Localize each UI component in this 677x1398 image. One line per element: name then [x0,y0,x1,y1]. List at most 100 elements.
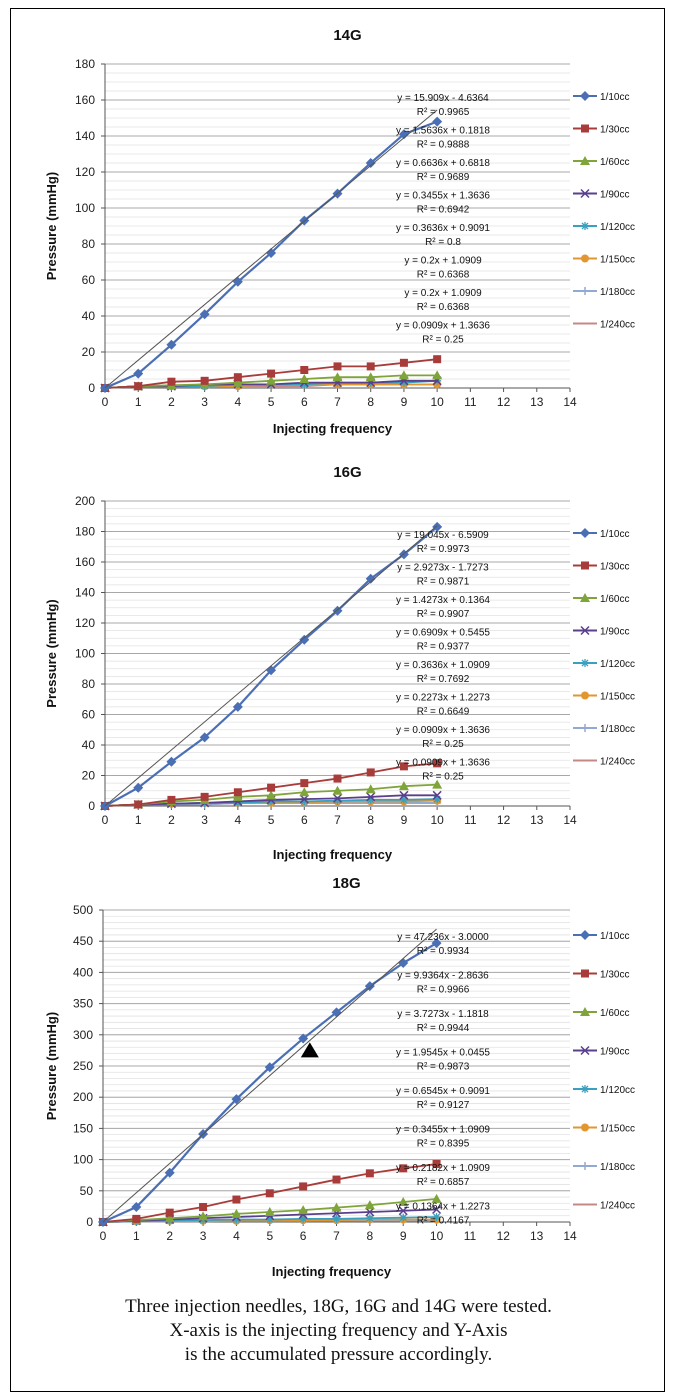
data-point [232,377,243,387]
data-point [299,794,309,804]
r-squared-label: R² = 0.6857 [417,1177,470,1188]
legend-marker [581,659,589,667]
x-tick-label: 6 [301,395,308,409]
legend-entry: 1/180cc [573,724,635,735]
data-point [133,368,144,379]
legend-label: 1/60cc [600,594,629,605]
legend-marker [580,625,590,636]
y-tick-label: 60 [82,708,96,722]
data-point [267,797,276,806]
legend-marker [581,287,589,295]
data-point [298,1033,309,1044]
data-point [432,370,443,380]
data-point [264,1062,275,1073]
legend-marker [581,222,589,230]
data-point [399,378,408,387]
legend-entry: 1/10cc [573,930,629,942]
legend-label: 1/90cc [600,627,629,638]
r-squared-label: R² = 0.9127 [417,1100,470,1111]
legend-label: 1/60cc [600,157,629,168]
data-point [266,375,277,385]
data-point [433,759,442,768]
data-point [198,1211,209,1221]
legend-marker [580,156,590,165]
data-point [300,380,309,389]
x-tick-label: 7 [334,395,341,409]
r-squared-label: R² = 0.9689 [417,172,470,183]
data-point [432,779,443,789]
caption-line-2: X-axis is the injecting frequency and Y-… [169,1320,508,1341]
x-tick-label: 10 [430,395,444,409]
r-squared-label: R² = 0.25 [422,335,464,346]
data-point [399,790,409,800]
data-point [232,791,243,801]
trend-equation: y = 1.5636x + 0.1818 [396,126,490,137]
legend-label: 1/150cc [600,255,635,266]
data-point [199,309,210,320]
trend-equation: y = 0.3636x + 1.0909 [396,660,490,671]
legend-label: 1/10cc [600,92,629,103]
legend-label: 1/10cc [600,931,629,942]
trend-equation: y = 0.2273x + 1.2273 [396,693,490,704]
r-squared-label: R² = 0.9888 [417,140,470,151]
data-point [365,158,376,168]
y-tick-label: 100 [75,647,95,661]
legend-entry: 1/10cc [573,91,629,103]
x-tick-label: 13 [530,395,544,409]
trend-equation: y = 0.6545x + 0.9091 [396,1086,490,1097]
data-point [299,374,310,383]
x-tick-label: 1 [135,813,142,827]
y-tick-label: 100 [75,201,95,215]
legend-marker [581,1085,589,1093]
series-1-30cc [99,1159,441,1226]
trend-equation: y = 0.6636x + 0.6818 [396,158,490,169]
x-tick-label: 2 [166,1229,173,1243]
y-tick-label: 180 [75,57,95,71]
r-squared-label: R² = 0.9907 [417,609,470,620]
r-squared-label: R² = 0.9973 [417,544,470,555]
data-point [166,339,177,350]
data-point [331,1202,342,1212]
x-tick-label: 6 [300,1229,307,1243]
trend-equation: y = 0.6909x + 0.5455 [396,628,490,639]
x-tick-label: 3 [201,395,208,409]
x-tick-label: 10 [430,1229,444,1243]
major-grid [105,63,570,389]
legend-entry: 1/150cc [573,254,635,266]
data-point [366,362,375,371]
legend-entry: 1/60cc [573,1007,629,1019]
legend-label: 1/150cc [600,692,635,703]
trend-equation: y = 0.1364x + 1.2273 [396,1202,490,1213]
r-squared-label: R² = 0.8 [425,237,461,248]
r-squared-label: R² = 0.6368 [417,270,470,281]
data-point [332,1175,341,1184]
r-squared-label: R² = 0.9377 [417,642,470,653]
x-tick-label: 9 [401,813,408,827]
data-point [299,634,310,645]
legend-marker [581,561,589,570]
data-point [431,938,442,949]
r-squared-label: R² = 0.9965 [417,107,470,118]
data-point [232,701,243,712]
y-tick-label: 200 [75,494,95,508]
r-squared-label: R² = 0.9934 [417,946,470,957]
data-point [199,1203,208,1212]
data-point [233,798,242,807]
y-tick-label: 500 [73,903,93,917]
data-point [332,1214,341,1223]
trendline [102,928,437,1223]
y-axis-label: Pressure (mmHg) [44,1012,59,1120]
legend-label: 1/240cc [600,757,635,768]
y-tick-label: 0 [88,799,95,813]
data-point [433,795,442,804]
legend-marker [580,91,590,101]
data-point [333,796,342,805]
series-1-30cc [101,355,442,392]
legend-marker [580,1045,590,1056]
trend-equation: y = 0.3455x + 1.3636 [396,191,490,202]
y-tick-label: 100 [73,1153,93,1167]
y-tick-label: 200 [73,1090,93,1104]
x-tick-label: 0 [100,1229,107,1243]
x-tick-label: 11 [464,395,477,409]
